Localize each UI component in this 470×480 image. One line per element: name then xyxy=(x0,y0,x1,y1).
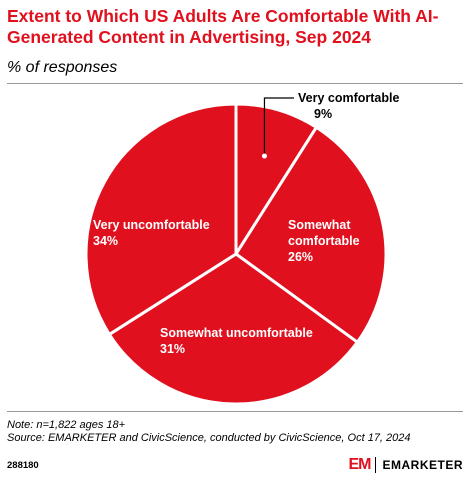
brand-separator xyxy=(375,457,377,473)
slice-label-value: 34% xyxy=(93,234,118,248)
chart-id: 288180 xyxy=(7,460,39,471)
slice-label-name: Very uncomfortable xyxy=(93,218,210,232)
slice-label-value: 26% xyxy=(288,250,313,264)
pie-slice-very-uncomfortable xyxy=(84,102,238,337)
chart-title: Extent to Which US Adults Are Comfortabl… xyxy=(7,6,439,47)
pie-slice-very-comfortable xyxy=(234,102,319,260)
slice-label-name: Somewhat uncomfortable xyxy=(160,326,313,340)
brand-mark: EM xyxy=(348,456,371,473)
slice-label-somewhat-uncomfortable: Somewhat uncomfortable 31% xyxy=(160,326,313,356)
pie-slice-somewhat-uncomfortable xyxy=(107,252,360,406)
chart-subtitle: % of responses xyxy=(7,59,118,76)
leader-line xyxy=(263,97,294,157)
slice-label-very-comfortable: Very comfortable 9% xyxy=(298,91,399,121)
slice-label-value: 9% xyxy=(314,107,332,121)
chart-source: Source: EMARKETER and CivicScience, cond… xyxy=(7,432,411,444)
leader-dot xyxy=(261,153,267,159)
pie-chart: Very comfortable 9% Somewhat comfortable 26%… xyxy=(84,91,399,406)
brand-name: EMARKETER xyxy=(382,458,463,472)
slice-label-name: Somewhat comfortable xyxy=(288,218,360,248)
brand-logo: EM EMARKETER xyxy=(348,455,463,475)
slice-label-very-uncomfortable: Very uncomfortable 34% xyxy=(93,218,210,248)
slice-label-name: Very comfortable xyxy=(298,91,399,105)
slice-label-somewhat-comfortable: Somewhat comfortable 26% xyxy=(288,218,360,264)
slice-label-value: 31% xyxy=(160,342,185,356)
pie-slice-somewhat-comfortable xyxy=(233,125,388,345)
bottom-divider xyxy=(7,411,463,412)
top-divider xyxy=(7,83,463,84)
chart-note: Note: n=1,822 ages 18+ xyxy=(7,419,126,431)
